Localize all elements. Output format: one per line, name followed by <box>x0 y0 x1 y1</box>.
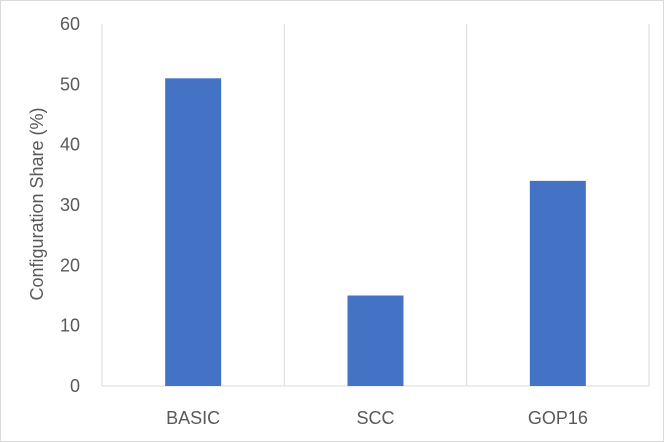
y-tick-label: 30 <box>60 195 80 215</box>
y-tick-label: 50 <box>60 74 80 94</box>
y-tick-label: 40 <box>60 135 80 155</box>
y-tick-labels: 0 10 20 30 40 50 60 <box>60 14 80 396</box>
x-tick-label: SCC <box>356 408 394 428</box>
y-tick-label: 10 <box>60 316 80 336</box>
x-tick-label: BASIC <box>166 408 220 428</box>
bar-gop16 <box>529 180 586 386</box>
y-tick-label: 20 <box>60 255 80 275</box>
y-tick-label: 0 <box>70 376 80 396</box>
y-axis-label: Configuration Share (%) <box>27 107 47 300</box>
y-tick-label: 60 <box>60 14 80 34</box>
bar-basic <box>165 78 222 387</box>
bar-scc <box>347 295 404 386</box>
x-tick-label: GOP16 <box>528 408 588 428</box>
x-tick-labels: BASIC SCC GOP16 <box>166 408 588 428</box>
bar-layer <box>165 78 586 387</box>
